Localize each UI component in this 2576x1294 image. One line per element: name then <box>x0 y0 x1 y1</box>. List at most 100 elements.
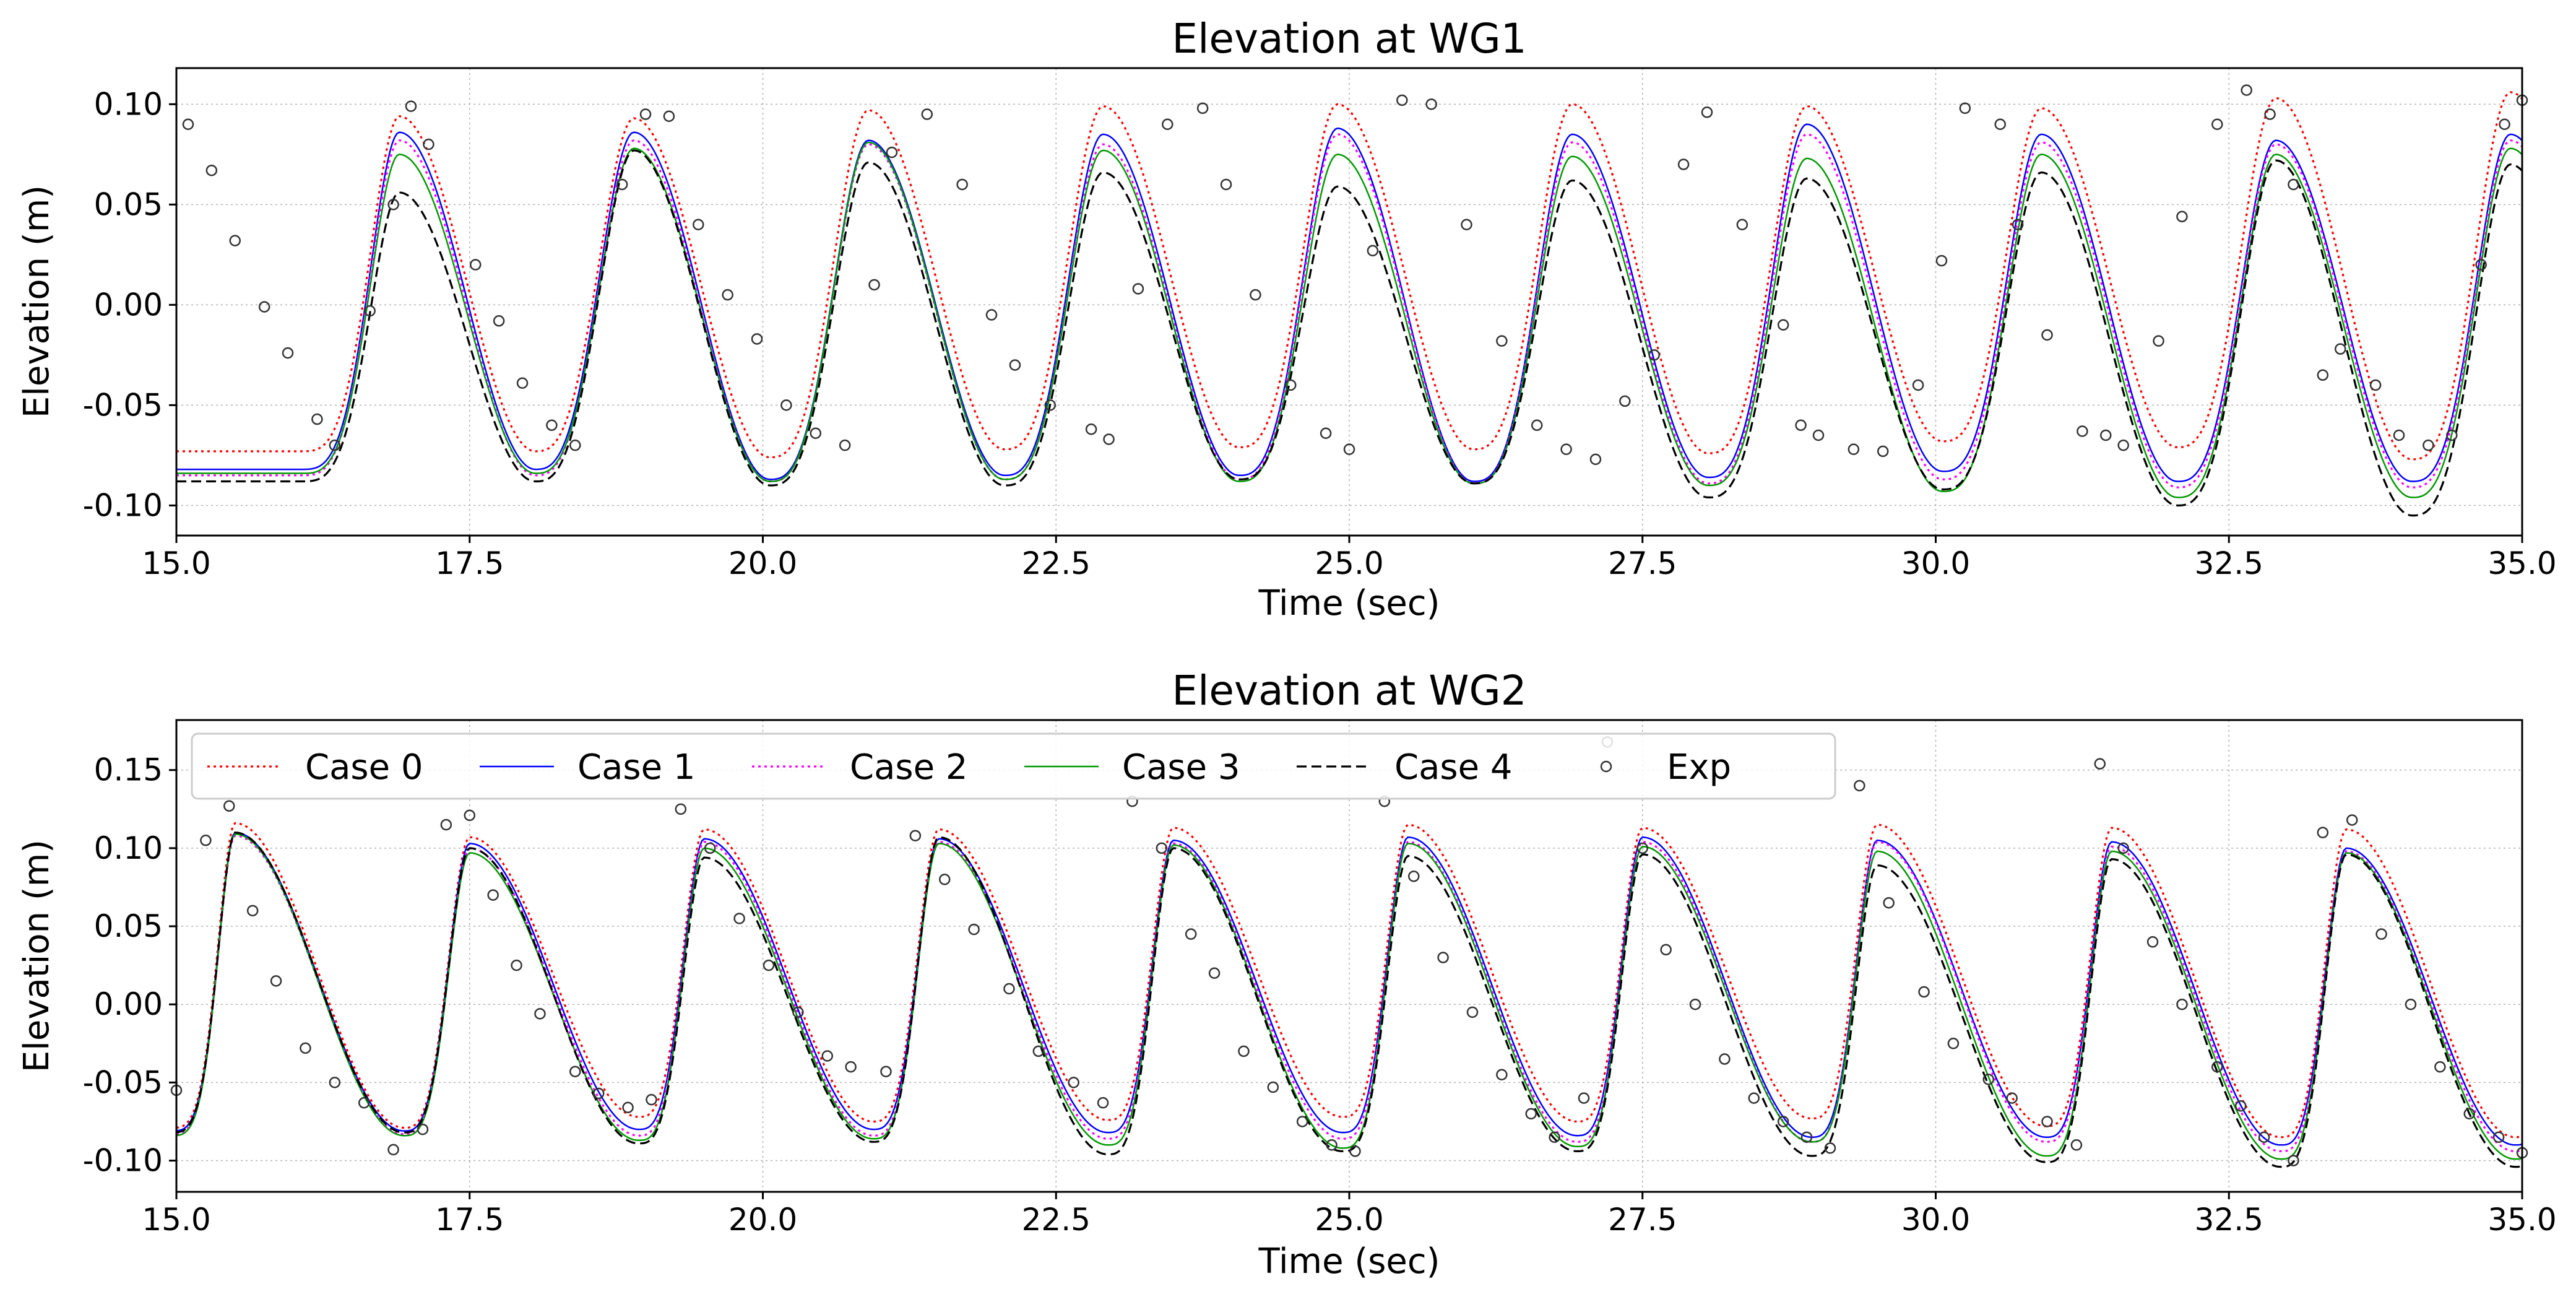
exp-point <box>2258 1131 2270 1143</box>
grid-wg1 <box>176 68 2523 536</box>
exp-point <box>2117 842 2129 854</box>
exp-point <box>511 959 522 971</box>
exp-point <box>2375 928 2387 940</box>
x-tick-label: 22.5 <box>1022 545 1091 581</box>
series-line-case-1 <box>176 832 2522 1146</box>
exp-point <box>1496 335 1508 347</box>
exp-point <box>646 1093 657 1106</box>
exp-point <box>1496 1069 1508 1081</box>
exp-point <box>569 439 581 451</box>
chart-title-wg1: Elevation at WG1 <box>1172 15 1526 63</box>
exp-point <box>880 1066 892 1077</box>
exp-point <box>1407 871 1420 882</box>
exp-point <box>1883 897 1895 909</box>
exp-point <box>1677 158 1690 170</box>
exp-point <box>2463 1108 2475 1120</box>
exp-point <box>780 399 792 411</box>
exp-point <box>1777 319 1789 331</box>
exp-point <box>792 1006 804 1018</box>
x-tick-label: 30.0 <box>1901 1202 1970 1238</box>
exp-point <box>2094 758 2106 770</box>
exp-point <box>2176 998 2188 1010</box>
exp-point <box>1619 395 1631 407</box>
y-tick-label: -0.10 <box>83 1143 163 1179</box>
exp-point <box>2434 1061 2446 1073</box>
exp-point <box>2446 429 2458 441</box>
exp-point <box>845 1061 857 1073</box>
exp-point <box>417 1123 429 1136</box>
exp-point <box>200 835 212 846</box>
y-tick-label: 0.05 <box>94 908 163 944</box>
exp-point <box>616 178 628 191</box>
exp-point <box>2100 429 2112 441</box>
exp-point <box>282 347 294 359</box>
x-tick-label: 17.5 <box>435 1202 504 1238</box>
exp-point <box>1367 245 1379 257</box>
exp-point <box>1660 944 1672 956</box>
legend-label-case-2: Case 2 <box>850 747 967 788</box>
exp-point <box>675 803 687 815</box>
legend-box <box>191 732 1836 800</box>
y-tick-label: 0.10 <box>94 830 163 866</box>
exp-point <box>1238 1045 1250 1057</box>
legend-label-case-0: Case 0 <box>305 747 423 788</box>
x-tick-label: 22.5 <box>1022 1202 1091 1238</box>
exp-point <box>592 1087 605 1100</box>
exp-point <box>358 1096 370 1109</box>
exp-point <box>229 235 241 246</box>
x-tick-label: 17.5 <box>435 545 504 581</box>
panel-wg1: Elevation at WG1 15.0 17.5 20.0 22.5 25.0 27.… <box>17 15 2557 623</box>
exp-point <box>968 923 980 936</box>
exp-point <box>487 889 499 901</box>
exp-point <box>311 413 323 425</box>
y-tick-label: 0.05 <box>94 186 163 222</box>
exp-point <box>1461 219 1472 230</box>
exp-point <box>1296 1116 1308 1127</box>
exp-point <box>2317 827 2329 838</box>
y-tick-label: 0.00 <box>94 986 163 1022</box>
exp-point <box>1959 102 1971 115</box>
series-line-case-3 <box>176 833 2522 1160</box>
exp-point <box>2475 259 2487 271</box>
exp-point <box>2041 329 2053 341</box>
y-tick-label: -0.05 <box>83 1064 163 1100</box>
x-tick-label: 27.5 <box>1608 1202 1677 1238</box>
exp-point <box>1208 967 1221 979</box>
exp-point <box>751 333 763 345</box>
exp-point <box>1044 399 1057 411</box>
exp-point <box>1800 1131 1813 1143</box>
exp-point <box>1396 94 1408 106</box>
exp-point <box>2153 335 2164 347</box>
series-line-case-3 <box>176 141 2522 498</box>
exp-point <box>2423 439 2434 451</box>
series-line-case-2 <box>176 835 2522 1152</box>
exp-point <box>1748 1092 1760 1104</box>
exp-point <box>985 309 998 321</box>
exp-point <box>534 1008 546 1020</box>
series-line-case-1 <box>176 123 2522 482</box>
exp-point <box>205 165 218 176</box>
exp-point <box>1549 1131 1560 1143</box>
legend: Case 0 Case 1 Case 2 Case 3 Case 4 Exp <box>191 732 1836 800</box>
exp-point <box>1003 983 1015 995</box>
exp-point <box>364 305 376 317</box>
exp-point <box>2499 118 2510 130</box>
exp-point <box>1589 453 1602 466</box>
x-tick-label: 32.5 <box>2195 1202 2263 1238</box>
series-wg2 <box>176 822 2522 1168</box>
exp-point <box>1824 1142 1836 1154</box>
exp-point <box>1648 349 1660 361</box>
exp-point <box>868 279 880 291</box>
exp-point <box>2405 998 2417 1010</box>
exp-point <box>387 199 399 211</box>
y-tick-label: 0.15 <box>94 752 163 788</box>
x-tick-label: 15.0 <box>142 545 210 581</box>
legend-label-case-1: Case 1 <box>577 747 695 788</box>
series-line-case-4 <box>176 832 2522 1168</box>
exp-point <box>1068 1077 1079 1088</box>
exp-point <box>270 975 282 987</box>
exp-point <box>2288 1155 2299 1166</box>
exp-point <box>1578 1092 1590 1104</box>
exp-point <box>2346 814 2358 826</box>
y-tick-label: -0.05 <box>83 387 163 423</box>
